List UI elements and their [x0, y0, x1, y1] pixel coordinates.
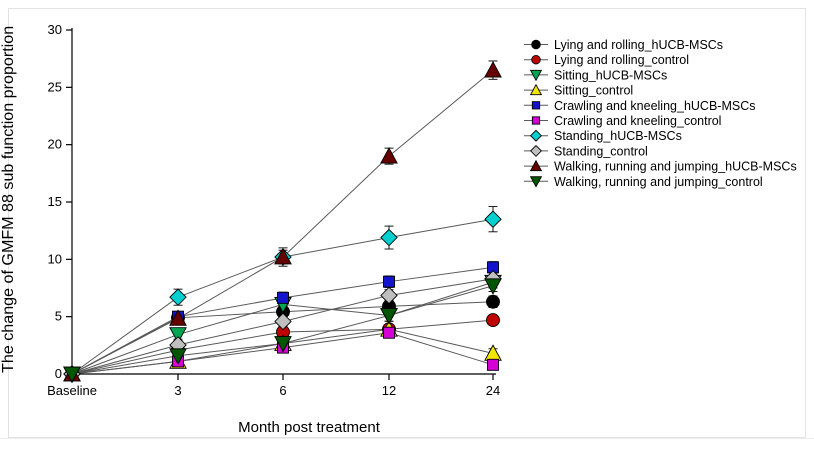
svg-text:15: 15 — [48, 194, 62, 209]
svg-text:Walking, running and jumping_c: Walking, running and jumping_control — [554, 175, 763, 189]
svg-text:Sitting_hUCB-MSCs: Sitting_hUCB-MSCs — [554, 68, 667, 82]
svg-text:25: 25 — [48, 79, 62, 94]
svg-text:6: 6 — [279, 383, 286, 398]
svg-text:Baseline: Baseline — [47, 383, 97, 398]
svg-text:20: 20 — [48, 137, 62, 152]
svg-text:3: 3 — [174, 383, 181, 398]
svg-text:Month post treatment: Month post treatment — [238, 419, 381, 436]
svg-text:The change of GMFM 88 sub func: The change of GMFM 88 sub function propo… — [0, 26, 17, 373]
svg-text:12: 12 — [382, 383, 396, 398]
svg-text:24: 24 — [486, 383, 500, 398]
svg-text:Standing_control: Standing_control — [554, 144, 648, 158]
svg-text:Walking, running and jumping_h: Walking, running and jumping_hUCB-MSCs — [554, 160, 797, 174]
svg-text:0: 0 — [55, 366, 62, 381]
svg-text:5: 5 — [55, 309, 62, 324]
svg-text:Crawling and kneeling_hUCB-MSC: Crawling and kneeling_hUCB-MSCs — [554, 99, 755, 113]
svg-text:Lying and rolling_hUCB-MSCs: Lying and rolling_hUCB-MSCs — [554, 38, 723, 52]
svg-text:Sitting_control: Sitting_control — [554, 84, 633, 98]
svg-text:Standing_hUCB-MSCs: Standing_hUCB-MSCs — [554, 129, 682, 143]
svg-text:10: 10 — [48, 251, 62, 266]
svg-text:30: 30 — [48, 22, 62, 37]
svg-text:Crawling and kneeling_control: Crawling and kneeling_control — [554, 114, 721, 128]
svg-text:Lying and rolling_control: Lying and rolling_control — [554, 53, 689, 67]
